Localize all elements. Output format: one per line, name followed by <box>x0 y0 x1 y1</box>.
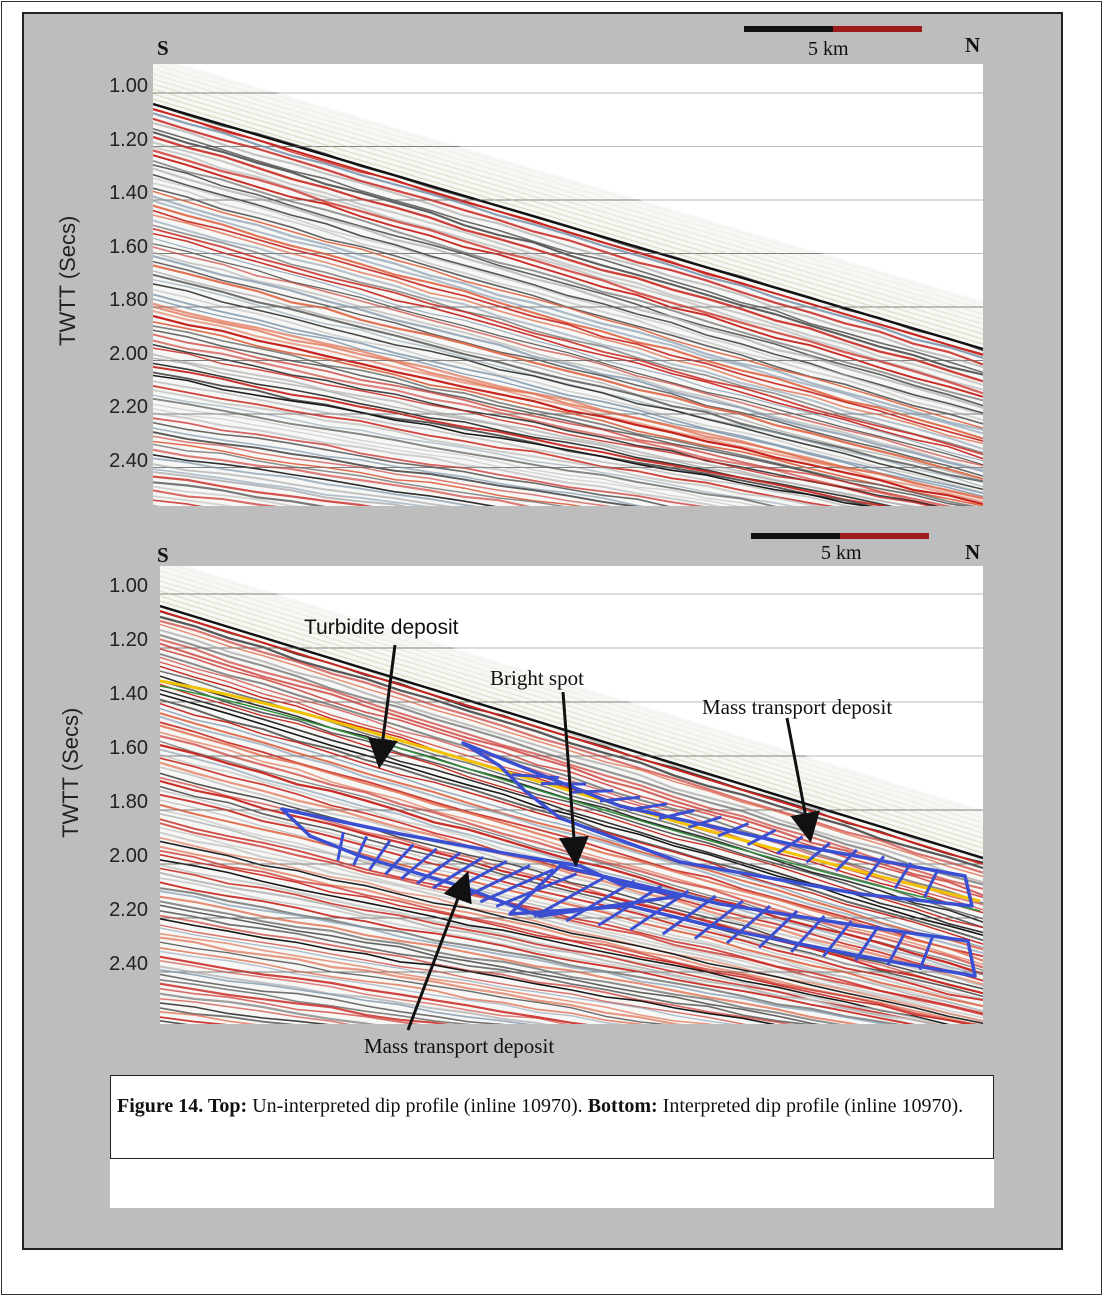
mtd-upper-hatch <box>688 815 722 829</box>
mtd-upper-hatch <box>834 848 858 873</box>
top-scale-bar-red <box>833 26 922 32</box>
mtd-upper-hatch <box>629 802 668 812</box>
bottom-scale-label: 5 km <box>821 542 862 564</box>
mtd-upper-hatch <box>864 855 885 881</box>
mtd-lower-hatch-b <box>758 909 799 949</box>
mtd-upper-hatch <box>540 782 587 786</box>
mtd-lower-hatch-b <box>629 889 690 931</box>
top-seismic-section <box>153 64 983 506</box>
bright-spot-label: Bright spot <box>490 666 584 690</box>
top-y-tick: 1.00 <box>109 75 148 97</box>
mtd-lower-hatch-b <box>886 930 908 966</box>
bottom-north-label: N <box>965 540 981 564</box>
mtd-lower-hatch-b <box>597 884 663 927</box>
bottom-y-tick: 1.20 <box>109 629 148 651</box>
mtd-lower-hatch-a <box>352 835 369 866</box>
mtd-upper-hatch <box>923 868 940 898</box>
mtd-upper-hatch <box>570 789 614 794</box>
bottom-y-tick: 1.40 <box>109 683 148 705</box>
bottom-south-label: S <box>157 543 169 567</box>
top-scale-label: 5 km <box>808 38 849 60</box>
bottom-y-tick: 2.00 <box>109 845 148 867</box>
mtd-lower-hatch-a <box>479 868 554 904</box>
top-y-tick: 2.40 <box>109 449 148 472</box>
top-y-tick: 1.40 <box>109 182 148 204</box>
mtd-upper-hatch <box>717 822 750 838</box>
caption-bottom-text: Interpreted dip profile (inline 10970). <box>657 1095 964 1117</box>
bottom-y-tick: 1.60 <box>109 737 148 759</box>
mtd-lower-hatch-b <box>918 935 935 971</box>
top-y-tick: 1.80 <box>109 289 148 311</box>
mtd-lower-hatch-a <box>336 831 345 861</box>
mtd-lower-hatch-b <box>533 874 608 918</box>
turbidite-deposit-label: Turbidite deposit <box>304 616 459 639</box>
top-y-tick: 1.60 <box>109 235 148 258</box>
mtd-lower-label: Mass transport deposit <box>364 1034 555 1058</box>
mtd-lower-hatch-b <box>726 904 771 945</box>
mtd-upper-hatch <box>746 828 777 847</box>
mtd-upper-hatch <box>511 773 560 780</box>
mtd-lower-hatch-a <box>463 864 531 899</box>
caption-bottom-label: Bottom: <box>587 1095 658 1117</box>
mtd-lower-hatch-b <box>822 920 853 958</box>
bottom-y-tick: 1.00 <box>109 575 148 597</box>
mtd-lower-hatch-b <box>661 894 717 936</box>
top-y-tick: 2.00 <box>109 342 148 365</box>
bottom-scale-bar-black <box>751 533 840 539</box>
bottom-scale-bar-red <box>840 533 929 539</box>
mtd-lower-hatch-b <box>693 899 744 940</box>
bottom-y-axis-label: TWTT (Secs) <box>58 707 83 838</box>
top-south-label: S <box>157 36 169 60</box>
mtd-lower-hatch-b <box>565 879 636 923</box>
mtd-lower-polygon-b <box>508 864 977 978</box>
bottom-y-tick: 2.20 <box>109 899 148 921</box>
mtd-upper-hatch <box>805 842 831 864</box>
mtd-lower-hatch-b <box>790 914 826 953</box>
bottom-y-tick: 1.80 <box>109 791 148 813</box>
mtd-upper-hatch <box>893 862 913 890</box>
mtd-upper-hatch <box>599 795 641 803</box>
caption-top-text: Un-interpreted dip profile (inline 10970… <box>247 1095 588 1117</box>
mtd-lower-hatch-a <box>400 847 438 881</box>
mtd-upper-hatch <box>658 808 695 820</box>
bottom-y-tick: 2.40 <box>109 953 148 975</box>
caption-figure-label: Figure 14. Top: <box>117 1095 248 1117</box>
top-scale-bar-black <box>744 26 833 32</box>
mtd-lower-hatch-a <box>368 839 392 871</box>
bottom-seismic-section <box>160 566 983 1024</box>
top-north-label: N <box>965 33 981 57</box>
turbidite-base-horizon <box>160 685 981 912</box>
mtd-lower-hatch-a <box>416 851 461 885</box>
mtd-lower-hatch-b <box>854 925 880 962</box>
top-y-tick: 2.20 <box>109 396 148 418</box>
top-y-tick: 1.20 <box>109 128 148 151</box>
top-y-axis-label: TWTT (Secs) <box>55 215 80 346</box>
mtd-upper-label: Mass transport deposit <box>702 695 893 719</box>
turbidite-horizon <box>160 679 981 903</box>
caption-blank-area <box>110 1159 994 1208</box>
mtd-lower-hatch-a <box>384 843 415 876</box>
figure-caption: Figure 14. Top: Un-interpreted dip profi… <box>110 1075 994 1159</box>
